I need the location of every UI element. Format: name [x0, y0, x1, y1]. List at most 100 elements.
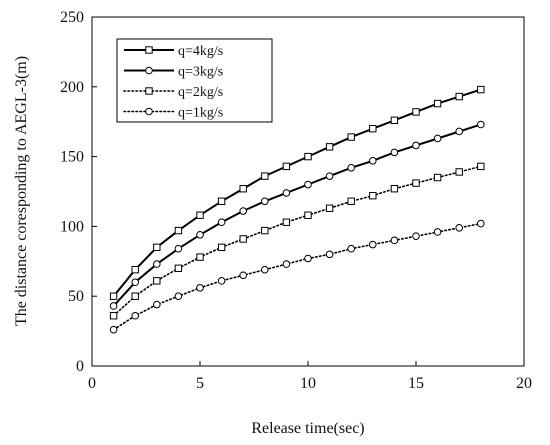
data-point — [477, 219, 485, 228]
y-tick-label: 150 — [60, 149, 84, 166]
data-point — [477, 120, 485, 129]
data-point — [217, 243, 226, 252]
y-tick-label: 200 — [60, 79, 84, 96]
legend: q=4kg/s q=3kg/s q=2kg/s q=1kg/s — [116, 38, 273, 123]
data-point — [412, 108, 420, 116]
y-tick-label: 0 — [76, 358, 84, 375]
data-point — [412, 179, 420, 187]
data-point — [282, 260, 291, 268]
y-tick-label: 100 — [60, 218, 84, 235]
legend-marker — [145, 107, 153, 116]
legend-label: q=2kg/s — [178, 85, 223, 100]
y-tick-label: 250 — [60, 9, 84, 26]
data-point — [109, 325, 118, 334]
series-line — [112, 123, 482, 307]
data-point — [153, 277, 161, 285]
series-1 — [109, 85, 485, 300]
legend-marker — [145, 46, 153, 54]
data-point — [433, 134, 442, 143]
data-point — [477, 85, 485, 94]
data-point — [131, 292, 139, 300]
data-point — [433, 173, 442, 182]
data-point — [131, 311, 139, 320]
data-point — [304, 152, 312, 161]
data-point — [304, 180, 312, 189]
data-point — [261, 197, 269, 206]
data-point — [239, 271, 247, 280]
data-point — [153, 243, 161, 252]
data-point — [325, 204, 334, 212]
data-point — [304, 211, 312, 219]
series-line — [112, 222, 482, 331]
x-axis-title: Release time(sec) — [251, 420, 364, 437]
data-point — [347, 133, 355, 141]
data-point — [239, 185, 247, 193]
data-point — [455, 127, 464, 136]
x-tick-label: 20 — [516, 375, 532, 392]
data-point — [261, 226, 269, 235]
data-point — [347, 197, 355, 205]
data-point — [433, 99, 442, 108]
data-point — [455, 223, 464, 232]
data-point — [196, 211, 204, 219]
data-point — [239, 207, 247, 215]
data-point — [282, 189, 291, 197]
data-point — [153, 260, 161, 268]
data-point — [217, 218, 226, 227]
data-point — [174, 244, 183, 253]
data-point — [282, 162, 291, 171]
data-point — [261, 172, 269, 180]
data-point — [131, 265, 139, 274]
legend-marker — [145, 87, 153, 95]
data-point — [109, 302, 118, 310]
data-point — [325, 250, 334, 259]
x-tick-label: 10 — [300, 375, 316, 392]
data-point — [217, 277, 226, 285]
y-tick-label: 50 — [68, 288, 84, 305]
data-point — [369, 240, 377, 249]
data-point — [131, 278, 139, 287]
data-point — [217, 197, 226, 205]
data-point — [174, 226, 183, 235]
data-point — [412, 141, 420, 150]
x-tick-label: 0 — [88, 375, 96, 392]
data-point — [390, 236, 399, 245]
data-point — [390, 116, 399, 125]
data-point — [153, 300, 161, 309]
data-point — [390, 185, 399, 193]
data-point — [347, 244, 356, 253]
data-point — [369, 156, 377, 165]
data-point — [477, 162, 485, 171]
x-tick-label: 5 — [196, 375, 204, 392]
data-point — [325, 172, 334, 180]
legend-label: q=1kg/s — [178, 106, 223, 121]
data-point — [369, 124, 377, 133]
data-point — [174, 264, 183, 272]
data-point — [412, 232, 420, 240]
legend-box — [116, 38, 273, 123]
series-layer — [109, 85, 485, 334]
series-3 — [109, 162, 485, 320]
data-point — [390, 148, 399, 157]
legend-label: q=4kg/s — [178, 44, 223, 59]
series-4 — [109, 219, 485, 334]
data-point — [282, 218, 291, 226]
data-point — [347, 163, 356, 172]
legend-label: q=3kg/s — [178, 65, 223, 80]
data-point — [261, 265, 269, 274]
data-point — [369, 191, 377, 200]
series-2 — [109, 120, 485, 310]
plot-frame — [91, 16, 525, 367]
data-point — [196, 230, 204, 239]
data-point — [325, 143, 334, 151]
data-point — [196, 284, 204, 292]
data-point — [455, 168, 463, 176]
data-point — [304, 254, 312, 263]
data-point — [239, 235, 247, 243]
data-point — [109, 312, 118, 320]
data-point — [455, 92, 463, 101]
data-point — [196, 253, 204, 261]
x-tick-label: 15 — [408, 375, 424, 392]
y-axis-title: The distance coresponding to AEGL-3(m) — [13, 56, 30, 326]
